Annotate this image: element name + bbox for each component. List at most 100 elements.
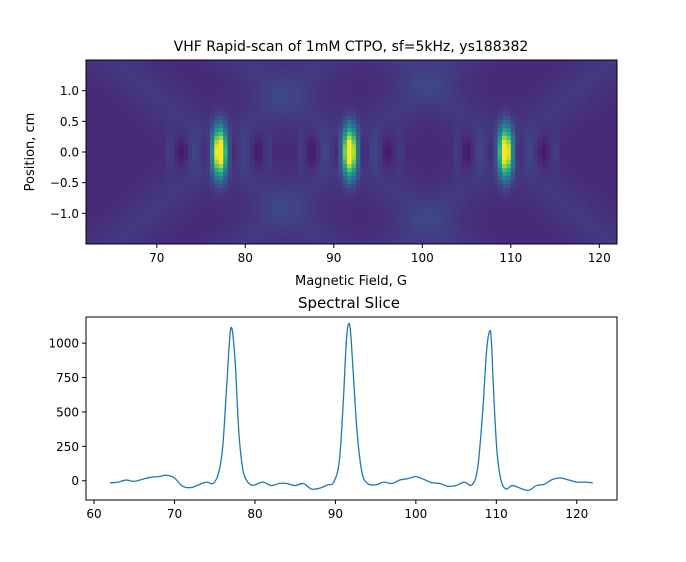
- heatmap-cell: [440, 64, 446, 69]
- heatmap-cell: [413, 172, 419, 177]
- heatmap-cell: [130, 180, 136, 185]
- heatmap-cell: [165, 220, 171, 225]
- heatmap-cell: [577, 72, 583, 77]
- heatmap-cell: [161, 192, 167, 197]
- heatmap-cell: [612, 72, 617, 77]
- heatmap-cell: [130, 216, 136, 221]
- heatmap-cell: [409, 116, 415, 121]
- heatmap-cell: [395, 84, 401, 89]
- heatmap-cell: [572, 196, 578, 201]
- heatmap-cell: [475, 196, 481, 201]
- heatmap-cell: [417, 80, 423, 85]
- heatmap-cell: [298, 60, 304, 65]
- heatmap-cell: [338, 168, 344, 173]
- heatmap-cell: [369, 224, 375, 229]
- heatmap-cell: [320, 168, 326, 173]
- heatmap-cell: [572, 68, 578, 73]
- heatmap-cell: [161, 68, 167, 73]
- heatmap-cell: [187, 108, 193, 113]
- heatmap-cell: [134, 136, 140, 141]
- heatmap-cell: [298, 168, 304, 173]
- heatmap-cell: [201, 144, 207, 149]
- heatmap-cell: [187, 84, 193, 89]
- heatmap-cell: [293, 148, 299, 153]
- heatmap-cell: [218, 132, 224, 137]
- heatmap-cell: [329, 128, 335, 133]
- heatmap-cell: [431, 200, 437, 205]
- heatmap-cell: [413, 100, 419, 105]
- heatmap-cell: [245, 152, 251, 157]
- heatmap-cell: [426, 172, 432, 177]
- heatmap-cell: [218, 216, 224, 221]
- heatmap-cell: [178, 204, 184, 209]
- heatmap-cell: [209, 144, 215, 149]
- heatmap-cell: [214, 124, 220, 129]
- heatmap-cell: [603, 180, 609, 185]
- heatmap-cell: [444, 76, 450, 81]
- heatmap-cell: [320, 188, 326, 193]
- heatmap-cell: [103, 196, 109, 201]
- heatmap-cell: [333, 132, 339, 137]
- heatmap-cell: [178, 216, 184, 221]
- heatmap-cell: [333, 220, 339, 225]
- heatmap-cell: [395, 140, 401, 145]
- heatmap-cell: [320, 192, 326, 197]
- heatmap-cell: [116, 124, 122, 129]
- heatmap-cell: [373, 136, 379, 141]
- heatmap-cell: [289, 104, 295, 109]
- heatmap-cell: [112, 172, 118, 177]
- heatmap-cell: [342, 112, 348, 117]
- heatmap-cell: [302, 156, 308, 161]
- heatmap-cell: [448, 220, 454, 225]
- heatmap-cell: [453, 88, 459, 93]
- heatmap-cell: [125, 204, 131, 209]
- heatmap-cell: [174, 116, 180, 121]
- heatmap-cell: [466, 72, 472, 77]
- heatmap-cell: [475, 148, 481, 153]
- heatmap-cell: [373, 120, 379, 125]
- heatmap-cell: [355, 220, 361, 225]
- heatmap-cell: [603, 172, 609, 177]
- heatmap-cell: [440, 212, 446, 217]
- heatmap-cell: [307, 172, 313, 177]
- heatmap-cell: [249, 132, 255, 137]
- heatmap-cell: [581, 88, 587, 93]
- heatmap-cell: [249, 192, 255, 197]
- heatmap-cell: [457, 148, 463, 153]
- heatmap-cell: [603, 216, 609, 221]
- heatmap-cell: [599, 108, 605, 113]
- heatmap-cell: [161, 132, 167, 137]
- heatmap-cell: [187, 76, 193, 81]
- heatmap-cell: [174, 72, 180, 77]
- heatmap-cell: [311, 88, 317, 93]
- heatmap-cell: [307, 192, 313, 197]
- heatmap-cell: [293, 84, 299, 89]
- heatmap-cell: [572, 168, 578, 173]
- heatmap-cell: [249, 208, 255, 213]
- heatmap-cell: [205, 140, 211, 145]
- heatmap-cell: [395, 196, 401, 201]
- heatmap-cell: [289, 216, 295, 221]
- heatmap-cell: [271, 76, 277, 81]
- heatmap-cell: [333, 128, 339, 133]
- heatmap-cell: [307, 156, 313, 161]
- heatmap-cell: [116, 152, 122, 157]
- heatmap-cell: [86, 108, 92, 113]
- heatmap-cell: [488, 100, 494, 105]
- heatmap-cell: [426, 220, 432, 225]
- heatmap-cell: [196, 168, 202, 173]
- heatmap-cell: [143, 160, 149, 165]
- heatmap-cell: [475, 188, 481, 193]
- heatmap-cell: [510, 140, 516, 145]
- heatmap-cell: [435, 196, 441, 201]
- heatmap-cell: [479, 188, 485, 193]
- heatmap-cell: [590, 184, 596, 189]
- heatmap-cell: [572, 136, 578, 141]
- heatmap-cell: [143, 188, 149, 193]
- heatmap-cell: [130, 208, 136, 213]
- heatmap-cell: [590, 104, 596, 109]
- heatmap-cell: [280, 84, 286, 89]
- heatmap-cell: [116, 64, 122, 69]
- heatmap-cell: [116, 196, 122, 201]
- heatmap-cell: [417, 216, 423, 221]
